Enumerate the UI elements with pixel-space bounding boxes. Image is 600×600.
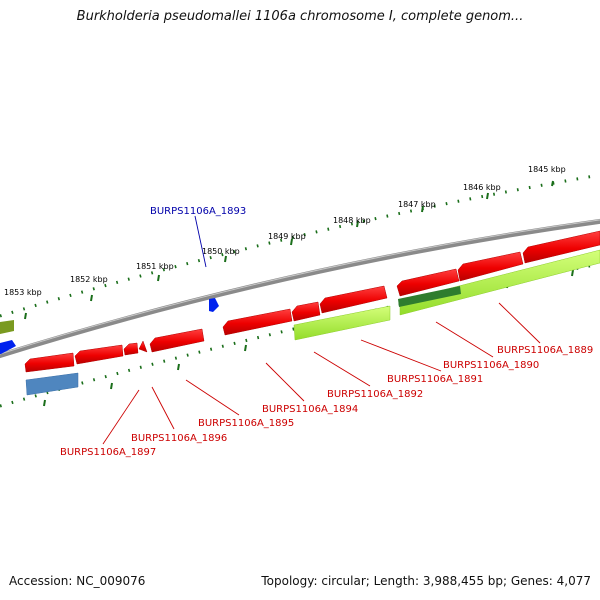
- gene-label-burps1106a-1892[interactable]: BURPS1106A_1892: [327, 389, 423, 400]
- cds-small-b[interactable]: [138, 340, 148, 353]
- leader-line-1892: [313, 351, 371, 387]
- scale-label-1849: 1849 kbp: [268, 232, 306, 241]
- accession-text: Accession: NC_009076: [9, 574, 146, 588]
- cds-burps1106a-1895[interactable]: [149, 328, 205, 353]
- leader-line-1895: [185, 379, 240, 416]
- leader-line-1890: [435, 321, 494, 358]
- gene-label-burps1106a-1893[interactable]: BURPS1106A_1893: [150, 206, 246, 217]
- outer-scale-track: [0, 173, 600, 320]
- scale-label-1848: 1848 kbp: [333, 216, 371, 225]
- cds-small-a[interactable]: [123, 342, 139, 356]
- leader-line-1891: [360, 339, 442, 372]
- gene-label-burps1106a-1890[interactable]: BURPS1106A_1890: [443, 360, 539, 371]
- scale-label-1852: 1852 kbp: [70, 275, 108, 284]
- cds-burps1106a-1889[interactable]: [457, 251, 524, 282]
- cds-right-edge[interactable]: [522, 230, 600, 264]
- forward-feature-blue[interactable]: [0, 340, 16, 354]
- leader-line-1896: [151, 386, 175, 430]
- leader-line-1893: [194, 215, 207, 268]
- genome-summary-text: Topology: circular; Length: 3,988,455 bp…: [261, 574, 591, 588]
- gene-label-burps1106a-1897[interactable]: BURPS1106A_1897: [60, 447, 156, 458]
- scale-label-1850: 1850 kbp: [202, 247, 240, 256]
- gene-label-burps1106a-1894[interactable]: BURPS1106A_1894: [262, 404, 358, 415]
- feature-steel-blue[interactable]: [25, 372, 79, 396]
- cds-burps1106a-1897[interactable]: [24, 352, 75, 373]
- scale-label-1847: 1847 kbp: [398, 200, 436, 209]
- leader-line-1894: [265, 362, 305, 402]
- cds-burps1106a-1890[interactable]: [396, 268, 460, 297]
- gene-label-burps1106a-1896[interactable]: BURPS1106A_1896: [131, 433, 227, 444]
- cds-burps1106a-1892[interactable]: [291, 301, 321, 322]
- gene-label-burps1106a-1889[interactable]: BURPS1106A_1889: [497, 345, 593, 356]
- gene-label-burps1106a-1891[interactable]: BURPS1106A_1891: [387, 374, 483, 385]
- feature-dark-green[interactable]: [398, 286, 461, 307]
- scale-label-1845: 1845 kbp: [528, 165, 566, 174]
- cds-burps1106a-1896[interactable]: [74, 344, 124, 365]
- cds-burps1106a-1891[interactable]: [319, 285, 388, 314]
- forward-feature-olive[interactable]: [0, 320, 14, 334]
- scale-label-1846: 1846 kbp: [463, 183, 501, 192]
- feature-lime-right[interactable]: [399, 249, 600, 316]
- map-title: Burkholderia pseudomallei 1106a chromoso…: [76, 9, 524, 24]
- chromosome-backbone: [0, 218, 600, 359]
- chromosome-backbone-highlight: [0, 219, 600, 355]
- scale-label-1853: 1853 kbp: [4, 288, 42, 297]
- forward-feature-burps1106a-1893[interactable]: [209, 298, 219, 312]
- cds-burps1106a-1894[interactable]: [222, 308, 293, 336]
- feature-lime-left[interactable]: [293, 305, 391, 341]
- leader-line-1889: [498, 302, 541, 344]
- leader-line-1897: [102, 389, 140, 445]
- gene-label-burps1106a-1895[interactable]: BURPS1106A_1895: [198, 418, 294, 429]
- scale-label-1851: 1851 kbp: [136, 262, 174, 271]
